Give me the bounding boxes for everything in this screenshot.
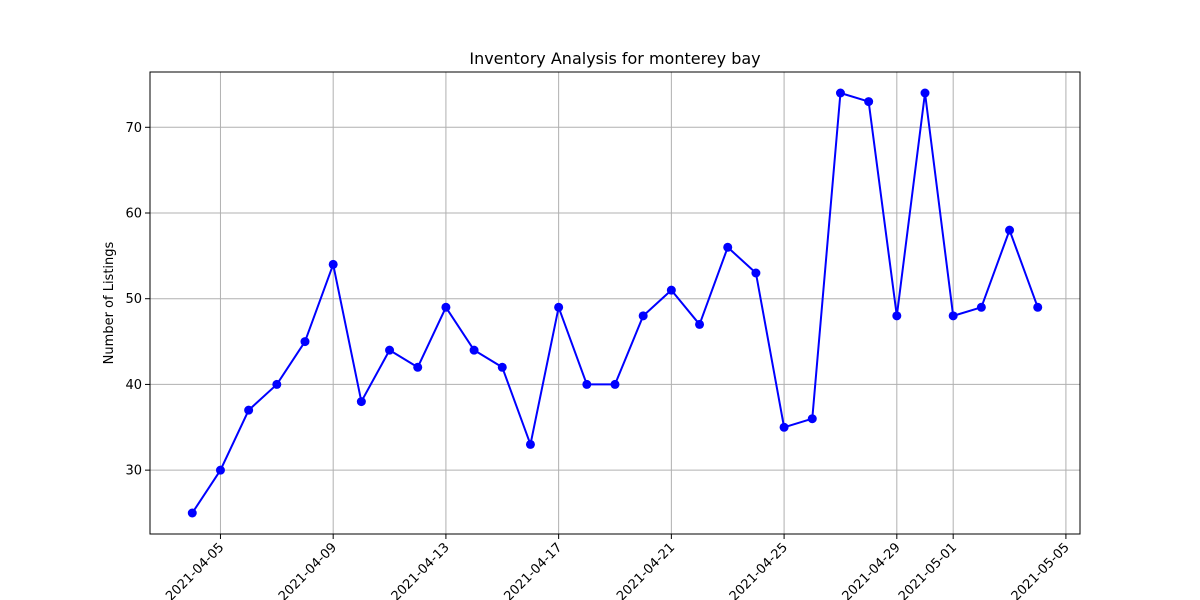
data-point: [441, 302, 451, 312]
y-tick-label: 70: [125, 121, 142, 136]
data-point: [215, 465, 225, 475]
x-axis: 2021-04-05 2021-04-09 2021-04-13 2021-04-17…: [163, 534, 1073, 600]
data-point: [385, 345, 395, 355]
data-point: [864, 97, 874, 107]
data-point: [582, 379, 592, 389]
x-tick-label: 2021-04-29: [840, 540, 904, 600]
data-point: [525, 439, 535, 449]
grid: [150, 72, 1080, 534]
y-tick-label: 30: [125, 464, 142, 479]
x-tick-label: 2021-04-25: [727, 540, 791, 600]
x-tick-label: 2021-04-13: [389, 540, 453, 600]
x-tick-label: 2021-04-17: [501, 540, 565, 600]
data-point: [920, 88, 930, 98]
data-point: [695, 319, 705, 329]
data-point: [666, 285, 676, 295]
series-group: [187, 88, 1043, 518]
y-tick-label: 60: [125, 207, 142, 222]
data-point: [892, 311, 902, 321]
x-tick-label: 2021-05-01: [896, 540, 960, 600]
data-point: [610, 379, 620, 389]
data-point: [835, 88, 845, 98]
data-point: [807, 414, 817, 424]
data-point: [751, 268, 761, 278]
x-tick-label: 2021-05-05: [1009, 540, 1073, 600]
x-tick-label: 2021-04-09: [276, 540, 340, 600]
data-point: [244, 405, 254, 415]
chart-title: Inventory Analysis for monterey bay: [469, 49, 760, 68]
data-point: [976, 302, 986, 312]
data-point: [948, 311, 958, 321]
data-point: [1033, 302, 1043, 312]
y-axis-label: Number of Listings: [102, 241, 117, 364]
data-point: [187, 508, 197, 518]
data-point: [779, 422, 789, 432]
data-point: [497, 362, 507, 372]
data-point: [554, 302, 564, 312]
y-axis: 30 40 50 60 70: [125, 121, 150, 479]
data-point: [413, 362, 423, 372]
plot-area-background: [150, 72, 1080, 534]
y-tick-label: 40: [125, 378, 142, 393]
y-tick-label: 50: [125, 292, 142, 307]
data-point: [469, 345, 479, 355]
data-point: [300, 337, 310, 347]
data-point: [1005, 225, 1015, 235]
x-tick-label: 2021-04-05: [163, 540, 227, 600]
data-point: [723, 242, 733, 252]
plot-frame: [149, 71, 1081, 535]
data-point: [272, 379, 282, 389]
data-point: [638, 311, 648, 321]
x-tick-label: 2021-04-21: [614, 540, 678, 600]
data-point: [356, 397, 366, 407]
data-point: [328, 259, 338, 269]
